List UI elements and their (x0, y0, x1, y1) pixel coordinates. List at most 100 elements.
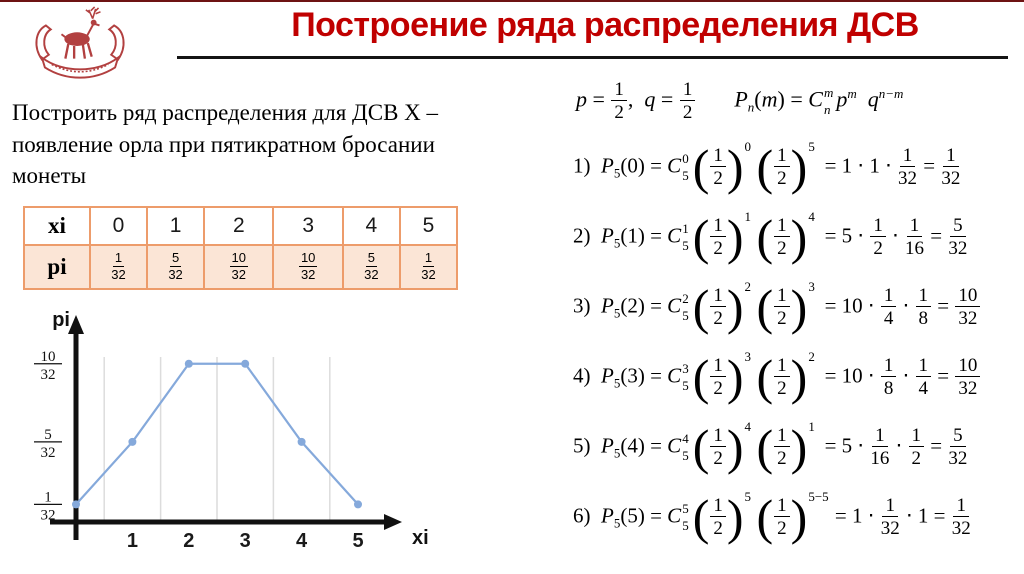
fraction: 1 32 (111, 251, 125, 282)
table-row-pi: pi 1 32 5 32 10 32 10 32 5 32 1 32 (23, 244, 459, 290)
fraction-numerator: 5 (950, 425, 966, 447)
math-text: = (925, 222, 948, 247)
title-underline (177, 56, 1008, 59)
fraction-denominator: 32 (231, 267, 247, 282)
math-subscript: n (747, 99, 755, 115)
close-paren: ) (726, 208, 744, 265)
table-cell-pi-1: 5 32 (146, 244, 206, 290)
deer-icon (60, 6, 101, 59)
fraction-denominator: 2 (713, 168, 723, 189)
fraction-numerator: 1 (882, 495, 898, 517)
math-text: = (918, 152, 941, 177)
fraction-denominator: 2 (713, 378, 723, 399)
formula-lines: 1) P5(0) = C 0 5(1 2) 0(1 2) 5 = 1 ⋅ 1 ⋅ 1 32 =… (560, 132, 1022, 552)
fraction-denominator: 2 (777, 238, 787, 259)
math-text: = 10 ⋅ (819, 362, 880, 387)
fraction-denominator: 32 (958, 378, 978, 399)
fraction-numerator: 1 (774, 495, 790, 517)
fraction-numerator: 1 (710, 425, 726, 447)
math-var: C (667, 502, 682, 527)
paren-fraction: (1 2) 5 (693, 489, 755, 541)
paren-exponent: 5 (808, 139, 815, 155)
open-paren: ( (756, 488, 774, 545)
fraction-numerator: 1 (710, 355, 726, 377)
paren-exponent: 4 (744, 419, 752, 435)
fraction-numerator: 1 (943, 145, 959, 167)
paren-exponent: 0 (744, 139, 752, 155)
fraction-denominator: 32 (948, 448, 968, 469)
paren-fraction: (1 2) 2 (757, 349, 819, 401)
math-var: C (667, 152, 682, 177)
paren-fraction: (1 2) 1 (693, 208, 755, 265)
open-paren: ( (756, 138, 774, 195)
math-text: (4) = (620, 432, 668, 457)
paren-exponent: 5−5 (808, 489, 829, 505)
close-paren: ) (790, 278, 808, 335)
math-subscript: 5 (613, 445, 621, 460)
comb-subscript: 5 (682, 518, 689, 533)
fraction-numerator: 1 (774, 285, 790, 307)
fraction-numerator: 1 (870, 215, 886, 237)
formula-line-6: 6) P5(5) = C 5 5(1 2) 5(1 2) 5−5 = 1 ⋅ 1 32 ⋅ 1… (560, 482, 1022, 552)
slide-title: Построение ряда распределения ДСВ (291, 6, 919, 44)
fraction-denominator: 16 (905, 238, 925, 259)
fraction-denominator: 2 (713, 518, 723, 539)
fraction-numerator: 1 (774, 145, 790, 167)
close-paren: ) (790, 418, 808, 475)
fraction-denominator: 32 (168, 267, 183, 282)
close-paren: ) (790, 488, 808, 545)
fraction-numerator: 1 (611, 79, 627, 101)
comb-superscript: m (823, 85, 834, 101)
math-text: (5) = (620, 502, 668, 527)
comb-superscript: 5 (682, 501, 689, 516)
math-text: 4) (573, 362, 601, 387)
fraction-numerator: 10 (955, 285, 981, 307)
comb-subscript: 5 (682, 378, 689, 393)
fraction-numerator: 1 (774, 215, 790, 237)
math-text: (2) = (620, 292, 668, 317)
data-point-x1 (128, 437, 137, 446)
comb-superscript: 4 (682, 431, 689, 446)
fraction: 1 32 (881, 495, 900, 540)
fraction-denominator: 16 (870, 448, 890, 469)
open-paren: ( (692, 138, 710, 195)
x-axis-label: xi (412, 527, 429, 549)
slide-top-border (0, 0, 1024, 2)
fraction-denominator: 2 (713, 308, 723, 329)
fraction-denominator: 32 (941, 168, 961, 189)
fraction-numerator: 5 (169, 250, 182, 267)
fraction-numerator: 5 (365, 250, 377, 267)
y-tick-denominator: 32 (41, 507, 56, 523)
fraction-numerator: 1 (679, 79, 696, 101)
fraction: 5 32 (364, 251, 378, 282)
math-var: C (667, 362, 682, 387)
math-subscript: 5 (613, 165, 621, 180)
math-text: 3) (573, 292, 601, 317)
data-point-x3 (241, 359, 250, 368)
table-cell-xi-5: 5 (398, 206, 459, 246)
fraction: 5 32 (168, 251, 182, 282)
table-header-xi: xi (23, 206, 91, 246)
math-text: = (932, 292, 955, 317)
math-var: P (734, 86, 748, 112)
math-var: q (644, 86, 656, 112)
fraction-numerator: 1 (915, 355, 932, 377)
math-text: ⋅ (890, 432, 908, 457)
math-var: P (601, 502, 614, 527)
fraction: 10 32 (955, 285, 981, 330)
fraction-numerator: 1 (880, 355, 897, 377)
fraction: 1 16 (905, 215, 924, 260)
